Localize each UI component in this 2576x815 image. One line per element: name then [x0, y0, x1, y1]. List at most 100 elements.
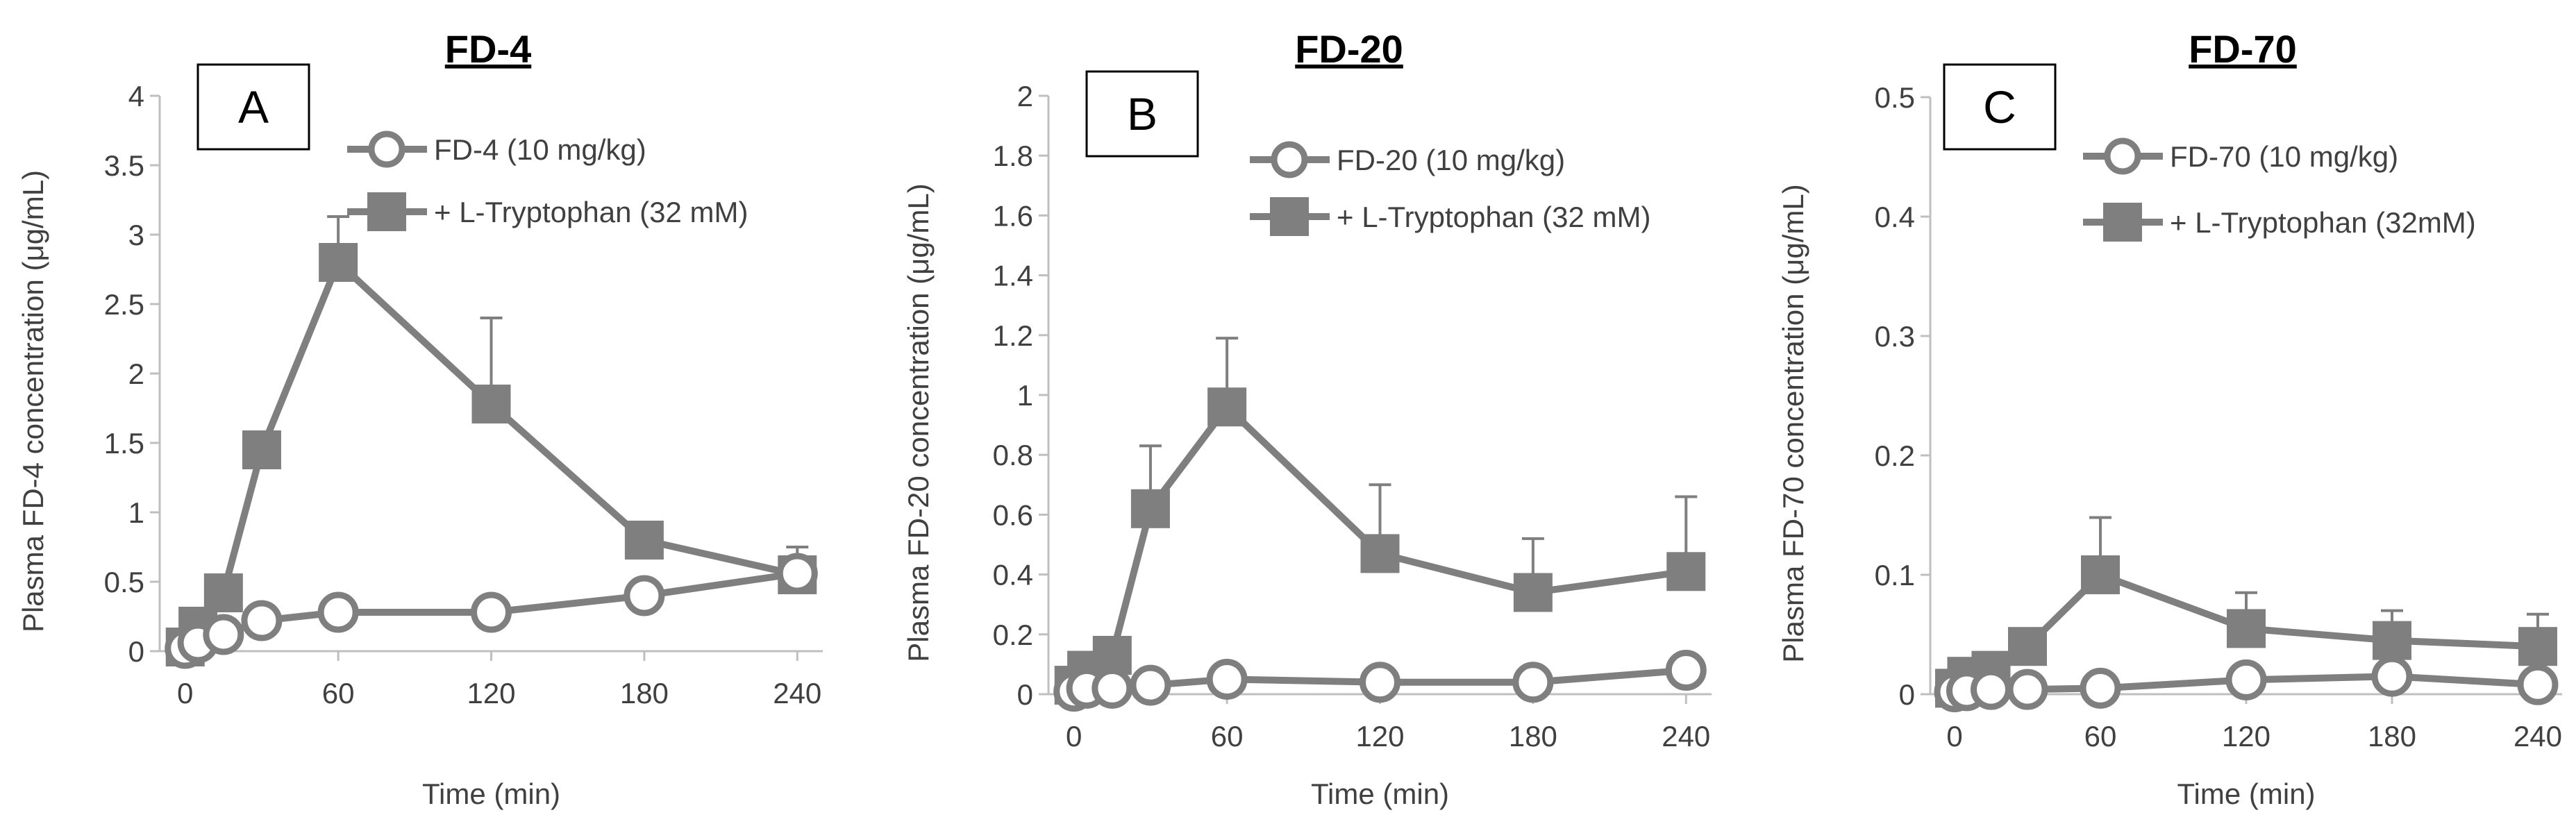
data-point-circle: [2517, 664, 2559, 705]
legend-marker-square: [1270, 197, 1309, 236]
data-point-circle: [317, 591, 359, 633]
x-tick-label: 120: [1355, 720, 1404, 753]
data-point-square: [2008, 627, 2047, 666]
x-tick-label: 240: [773, 677, 821, 709]
y-tick-label: 0: [1017, 678, 1033, 711]
panel-label: B: [1127, 88, 1157, 140]
chart-title: FD-20: [1295, 27, 1403, 71]
x-tick-label: 240: [2514, 720, 2562, 753]
y-tick-label: 0.8: [993, 439, 1033, 471]
chart-panel-b: FD-20 B 0 0.2 0.4 0.6 0.8 1 1.2 1.4 1.6 1.8 2 0 60 120 1…: [902, 27, 1712, 810]
data-point-circle: [1665, 650, 1707, 691]
y-axis-label: Plasma FD-20 concentration (μg/mL): [902, 183, 935, 662]
y-tick-label: 1: [128, 496, 144, 529]
y-tick-label: 0: [128, 635, 144, 668]
data-point-circle: [1512, 662, 1554, 703]
data-point-circle: [2225, 659, 2267, 700]
y-tick-label: 1.8: [993, 140, 1033, 172]
x-tick-label: 60: [1211, 720, 1244, 753]
x-tick-label: 180: [620, 677, 669, 709]
legend-marker-circle: [2104, 137, 2141, 175]
chart-title: FD-4: [445, 27, 531, 71]
y-tick-label: 0.2: [993, 619, 1033, 651]
panel-label: A: [238, 81, 269, 133]
data-point-circle: [1360, 662, 1400, 703]
panel-label-box: [1085, 70, 1199, 158]
x-tick-label: 0: [1946, 720, 1962, 753]
y-tick-label: 0.1: [1875, 559, 1915, 591]
data-point-circle: [1130, 664, 1171, 706]
y-tick-label: 0.5: [1875, 81, 1915, 114]
legend-label: FD-20 (10 mg/kg): [1337, 144, 1565, 176]
data-point-circle: [241, 600, 283, 641]
x-tick-label: 0: [1066, 720, 1082, 753]
y-tick-label: 0.4: [993, 559, 1033, 591]
x-tick-label: 60: [2084, 720, 2117, 753]
x-tick-label: 60: [322, 677, 355, 709]
y-tick-label: 0.6: [993, 498, 1033, 531]
x-axis-label: Time (min): [422, 778, 560, 810]
data-point-circle: [2007, 669, 2048, 710]
legend-label: FD-4 (10 mg/kg): [434, 133, 646, 166]
data-point-square: [203, 573, 243, 612]
legend-label: + L-Tryptophan (32 mM): [1337, 201, 1650, 233]
panel-label-box: [196, 63, 310, 151]
legend-label: + L-Tryptophan (32 mM): [434, 196, 748, 228]
y-tick-label: 1.2: [993, 319, 1033, 352]
data-point-circle: [203, 614, 244, 655]
y-tick-label: 3: [128, 219, 144, 251]
x-tick-label: 120: [2222, 720, 2270, 753]
y-tick-label: 2.5: [104, 288, 144, 321]
y-axis-label: Plasma FD-4 concentration (μg/mL): [17, 170, 49, 632]
legend-marker-circle: [1271, 141, 1308, 178]
x-tick-label: 240: [1662, 720, 1710, 753]
data-point-square: [2227, 609, 2266, 648]
legend-marker-square: [2103, 203, 2142, 242]
y-tick-label: 0.2: [1875, 439, 1915, 472]
data-point-circle: [1206, 658, 1248, 700]
data-point-circle: [2080, 667, 2121, 709]
data-point-square: [624, 521, 664, 560]
data-point-circle: [1092, 667, 1133, 709]
data-point-circle: [776, 553, 818, 594]
y-axis-label: Plasma FD-70 concentration (μg/mL): [1777, 184, 1809, 662]
y-tick-label: 1: [1017, 379, 1033, 412]
legend-label: + L-Tryptophan (32mM): [2170, 206, 2476, 239]
data-point-square: [1207, 387, 1247, 427]
data-point-circle: [471, 591, 512, 633]
y-tick-label: 4: [128, 80, 144, 112]
x-tick-label: 120: [467, 677, 515, 709]
chart-panel-a: FD-4 A 0 0.5 1 1.5 2 2.5 3 3.5 4 0 60 120 180 240 Time (…: [17, 27, 823, 810]
x-axis-label: Time (min): [2177, 778, 2315, 810]
x-tick-label: 180: [1509, 720, 1557, 753]
chart-title: FD-70: [2189, 27, 2297, 71]
panel-label-box: [1943, 63, 2057, 151]
y-tick-label: 2: [1017, 80, 1033, 112]
y-tick-label: 3.5: [104, 149, 144, 182]
legend-marker-square: [367, 192, 406, 231]
y-tick-label: 0.3: [1875, 320, 1915, 353]
x-axis-label: Time (min): [1311, 778, 1449, 810]
data-point-square: [1360, 534, 1400, 573]
data-point-square: [319, 243, 358, 282]
y-tick-label: 1.5: [104, 427, 144, 460]
data-point-square: [2518, 627, 2557, 666]
y-tick-label: 2: [128, 358, 144, 390]
data-point-square: [242, 430, 281, 469]
chart-panel-c: FD-70 C 0 0.1 0.2 0.3 0.4 0.5 0 60 120 180 240 Time (…: [1777, 27, 2562, 810]
data-point-circle: [1971, 669, 2012, 710]
x-tick-label: 180: [2368, 720, 2416, 753]
data-point-circle: [624, 575, 665, 616]
legend-label: FD-70 (10 mg/kg): [2170, 140, 2398, 173]
y-tick-label: 0.5: [104, 566, 144, 598]
data-point-square: [471, 385, 511, 423]
x-tick-label: 0: [177, 677, 193, 709]
y-tick-label: 0.4: [1875, 201, 1915, 233]
panel-label: C: [1983, 81, 2016, 133]
y-tick-label: 0: [1899, 678, 1915, 711]
data-point-square: [1130, 489, 1170, 528]
data-point-square: [1666, 552, 1706, 591]
y-tick-label: 1.4: [993, 260, 1033, 292]
data-point-square: [1513, 573, 1553, 612]
